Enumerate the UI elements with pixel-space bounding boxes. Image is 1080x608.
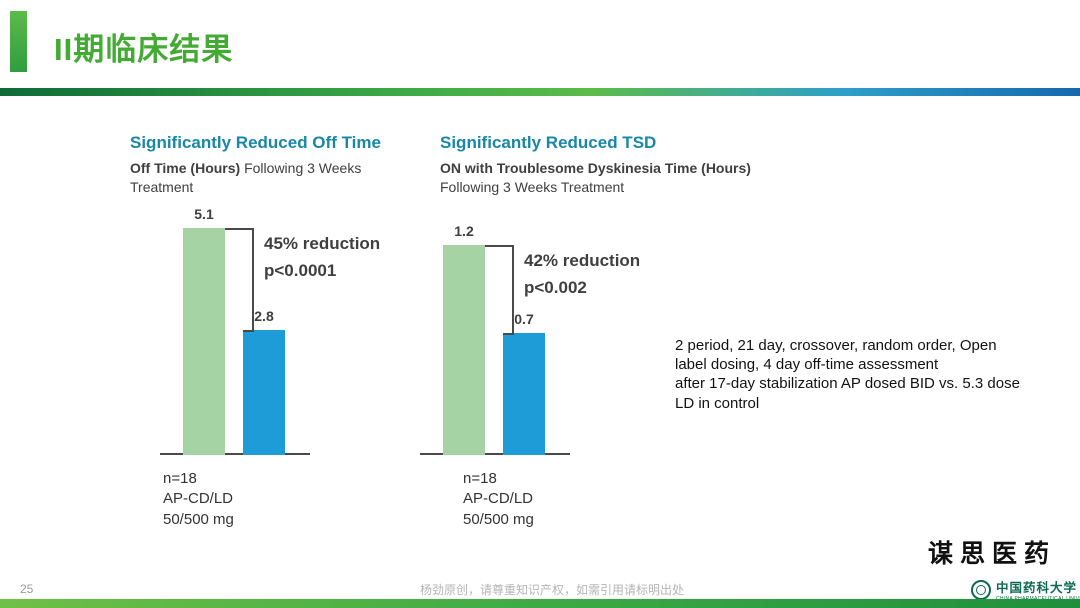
- study-note-line: 2 period, 21 day, crossover, random orde…: [675, 337, 997, 354]
- chart-subtitle: ON with Troublesome Dyskinesia Time (Hou…: [440, 159, 770, 198]
- university-name: 中国药科大学: [996, 581, 1078, 595]
- caption-line: 50/500 mg: [463, 510, 534, 528]
- bar-2: [243, 330, 285, 455]
- chart-title: Significantly Reduced Off Time: [130, 133, 381, 152]
- study-note-line: LD in control: [675, 394, 760, 412]
- caption-line: AP-CD/LD: [163, 490, 234, 508]
- annotation-line: 42% reduction: [524, 251, 641, 270]
- annotation-line: p<0.0001: [264, 261, 337, 281]
- brand-calligraphy: 谋思医药: [928, 539, 1057, 568]
- caption-line: AP-CD/LD: [463, 490, 534, 508]
- caption-line: n=18: [463, 470, 497, 487]
- bar-1: [183, 228, 225, 455]
- bracket-line: [512, 245, 514, 335]
- study-note-line: after 17-day stabilization AP dosed BID …: [675, 375, 1020, 393]
- chart-off-time-heading: Significantly Reduced Off Time Off Time …: [130, 133, 400, 198]
- slide-title: II期临床结果: [54, 32, 234, 67]
- bar-value-label: 5.1: [194, 206, 214, 222]
- caption-line: 50/500 mg: [163, 510, 234, 528]
- bracket-line: [243, 330, 254, 333]
- chart-subtitle-rest: Following 3 Weeks Treatment: [440, 179, 625, 196]
- copyright-note: 杨劲原创，请尊重知识产权，如需引用请标明出处: [420, 583, 685, 597]
- chart-subtitle-bold: Off Time (Hours): [130, 160, 241, 176]
- page-number: 25: [20, 582, 34, 596]
- header-divider: [0, 88, 1080, 96]
- bar-value-label: 0.7: [514, 310, 534, 327]
- chart-subtitle-bold: ON with Troublesome Dyskinesia Time (Hou…: [440, 160, 751, 176]
- annotation-line: 45% reduction: [264, 234, 381, 253]
- reduction-annotation: 42% reduction p<0.002: [524, 247, 640, 301]
- sample-caption-tsd: n=18 AP-CD/LD 50/500 mg: [463, 469, 534, 530]
- bracket-line: [252, 228, 254, 333]
- university-emblem-icon: [971, 579, 991, 600]
- bar-2: [503, 332, 545, 455]
- bar-plot-tsd: 1.2 0.7 42% reduction p<0.002: [420, 210, 640, 455]
- bracket-line: [225, 228, 252, 230]
- bar-value-label: 2.8: [254, 308, 274, 325]
- chart-title: Significantly Reduced TSD: [440, 133, 657, 152]
- study-design-note: 2 period, 21 day, crossover, random orde…: [675, 336, 1020, 413]
- bar-1: [443, 245, 485, 455]
- chart-subtitle: Off Time (Hours) Following 3 Weeks Treat…: [130, 159, 386, 198]
- caption-line: n=18: [163, 470, 197, 487]
- sample-caption-off-time: n=18 AP-CD/LD 50/500 mg: [163, 469, 234, 530]
- bottom-accent-bar: [0, 599, 1080, 608]
- reduction-annotation: 45% reduction p<0.0001: [264, 230, 380, 284]
- bar-plot-off-time: 5.1 2.8 45% reduction p<0.0001: [160, 206, 380, 455]
- study-note-line: label dosing, 4 day off-time assessment: [675, 356, 939, 374]
- chart-tsd-heading: Significantly Reduced TSD ON with Troubl…: [440, 133, 790, 198]
- annotation-line: p<0.002: [524, 278, 587, 298]
- chart-subtitle-rest: Following 3 Weeks Treatment: [130, 160, 362, 196]
- bracket-line: [503, 332, 514, 335]
- bar-value-label: 1.2: [454, 223, 474, 239]
- bracket-line: [485, 245, 512, 247]
- title-accent-bar: [10, 11, 27, 72]
